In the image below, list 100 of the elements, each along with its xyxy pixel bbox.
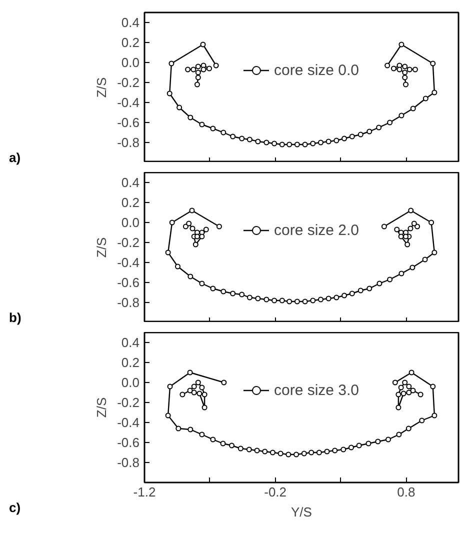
point bbox=[410, 106, 416, 112]
y-tick-label: 0.0 bbox=[121, 55, 140, 70]
point bbox=[356, 442, 362, 448]
point bbox=[255, 296, 261, 302]
point bbox=[246, 446, 252, 452]
point bbox=[210, 286, 216, 292]
point bbox=[246, 294, 252, 300]
point bbox=[342, 292, 348, 298]
point bbox=[189, 208, 195, 214]
point bbox=[408, 226, 414, 232]
point bbox=[398, 234, 404, 240]
point bbox=[174, 264, 180, 270]
point bbox=[199, 122, 205, 128]
point bbox=[264, 296, 270, 302]
y-tick-label: 0.4 bbox=[121, 15, 140, 30]
point bbox=[190, 226, 196, 232]
point bbox=[186, 220, 192, 226]
point bbox=[402, 380, 408, 386]
point bbox=[286, 298, 292, 304]
point bbox=[366, 128, 372, 134]
point bbox=[203, 226, 209, 232]
point bbox=[188, 426, 194, 432]
point bbox=[396, 392, 402, 398]
point bbox=[202, 392, 208, 398]
point bbox=[384, 62, 390, 68]
y-tick-label: -0.2 bbox=[117, 395, 140, 410]
point bbox=[255, 138, 261, 144]
point bbox=[318, 296, 324, 302]
point bbox=[199, 384, 205, 390]
point bbox=[286, 142, 292, 148]
x-tick-label: -1.2 bbox=[133, 484, 156, 500]
point bbox=[220, 288, 226, 294]
point bbox=[390, 66, 396, 72]
y-tick-label: -0.8 bbox=[117, 455, 140, 470]
text: b) bbox=[9, 309, 22, 327]
point bbox=[334, 138, 340, 144]
y-tick-label: -0.2 bbox=[117, 75, 140, 90]
point bbox=[216, 224, 222, 230]
point bbox=[200, 66, 206, 72]
legend-label: core size 3.0 bbox=[274, 382, 360, 398]
point bbox=[404, 242, 410, 248]
point bbox=[279, 142, 285, 148]
point bbox=[326, 138, 332, 144]
point bbox=[185, 66, 191, 72]
point bbox=[221, 380, 227, 386]
y-axis-title: Z/S bbox=[94, 397, 110, 418]
y-tick-label: 0.4 bbox=[121, 335, 140, 350]
y-tick-label: -0.4 bbox=[117, 255, 140, 270]
point bbox=[165, 412, 171, 418]
point bbox=[180, 392, 186, 398]
point bbox=[387, 276, 393, 282]
y-tick-label: -0.6 bbox=[117, 275, 140, 290]
point bbox=[191, 390, 197, 396]
point bbox=[340, 446, 346, 452]
y-tick-label: -0.2 bbox=[117, 235, 140, 250]
point bbox=[190, 66, 196, 72]
x-tick-label: 0.8 bbox=[397, 484, 416, 500]
point bbox=[385, 436, 391, 442]
point bbox=[176, 104, 182, 110]
y-tick-label: -0.6 bbox=[117, 115, 140, 130]
point bbox=[310, 140, 316, 146]
point bbox=[220, 130, 226, 136]
y-axis-title: Z/S bbox=[94, 237, 110, 258]
point bbox=[403, 82, 409, 88]
point bbox=[349, 290, 355, 296]
point bbox=[334, 294, 340, 300]
point bbox=[195, 380, 201, 386]
y-tick-label: 0.4 bbox=[121, 175, 140, 190]
point bbox=[210, 436, 216, 442]
point bbox=[169, 220, 175, 226]
point bbox=[376, 124, 382, 130]
y-tick-label: 0.2 bbox=[121, 35, 140, 50]
point bbox=[310, 298, 316, 304]
point bbox=[213, 62, 219, 68]
point bbox=[402, 64, 408, 70]
y-tick-label: 0.2 bbox=[121, 195, 140, 210]
y-tick-label: -0.8 bbox=[117, 295, 140, 310]
point bbox=[324, 448, 330, 454]
point bbox=[200, 42, 206, 48]
point bbox=[366, 286, 372, 292]
point bbox=[166, 90, 172, 96]
point bbox=[294, 452, 300, 458]
point bbox=[402, 70, 408, 76]
point bbox=[199, 234, 205, 240]
point bbox=[387, 120, 393, 126]
point bbox=[412, 66, 418, 72]
point bbox=[332, 448, 338, 454]
point bbox=[191, 384, 197, 390]
point bbox=[418, 392, 424, 398]
point bbox=[194, 234, 200, 240]
point bbox=[408, 208, 414, 214]
point bbox=[326, 296, 332, 302]
y-tick-label: -0.4 bbox=[117, 415, 140, 430]
point bbox=[414, 224, 420, 230]
point bbox=[192, 242, 198, 248]
point bbox=[398, 384, 404, 390]
point bbox=[406, 390, 412, 396]
point bbox=[278, 450, 284, 456]
point bbox=[182, 224, 188, 230]
y-axis-title: Z/S bbox=[94, 77, 110, 98]
